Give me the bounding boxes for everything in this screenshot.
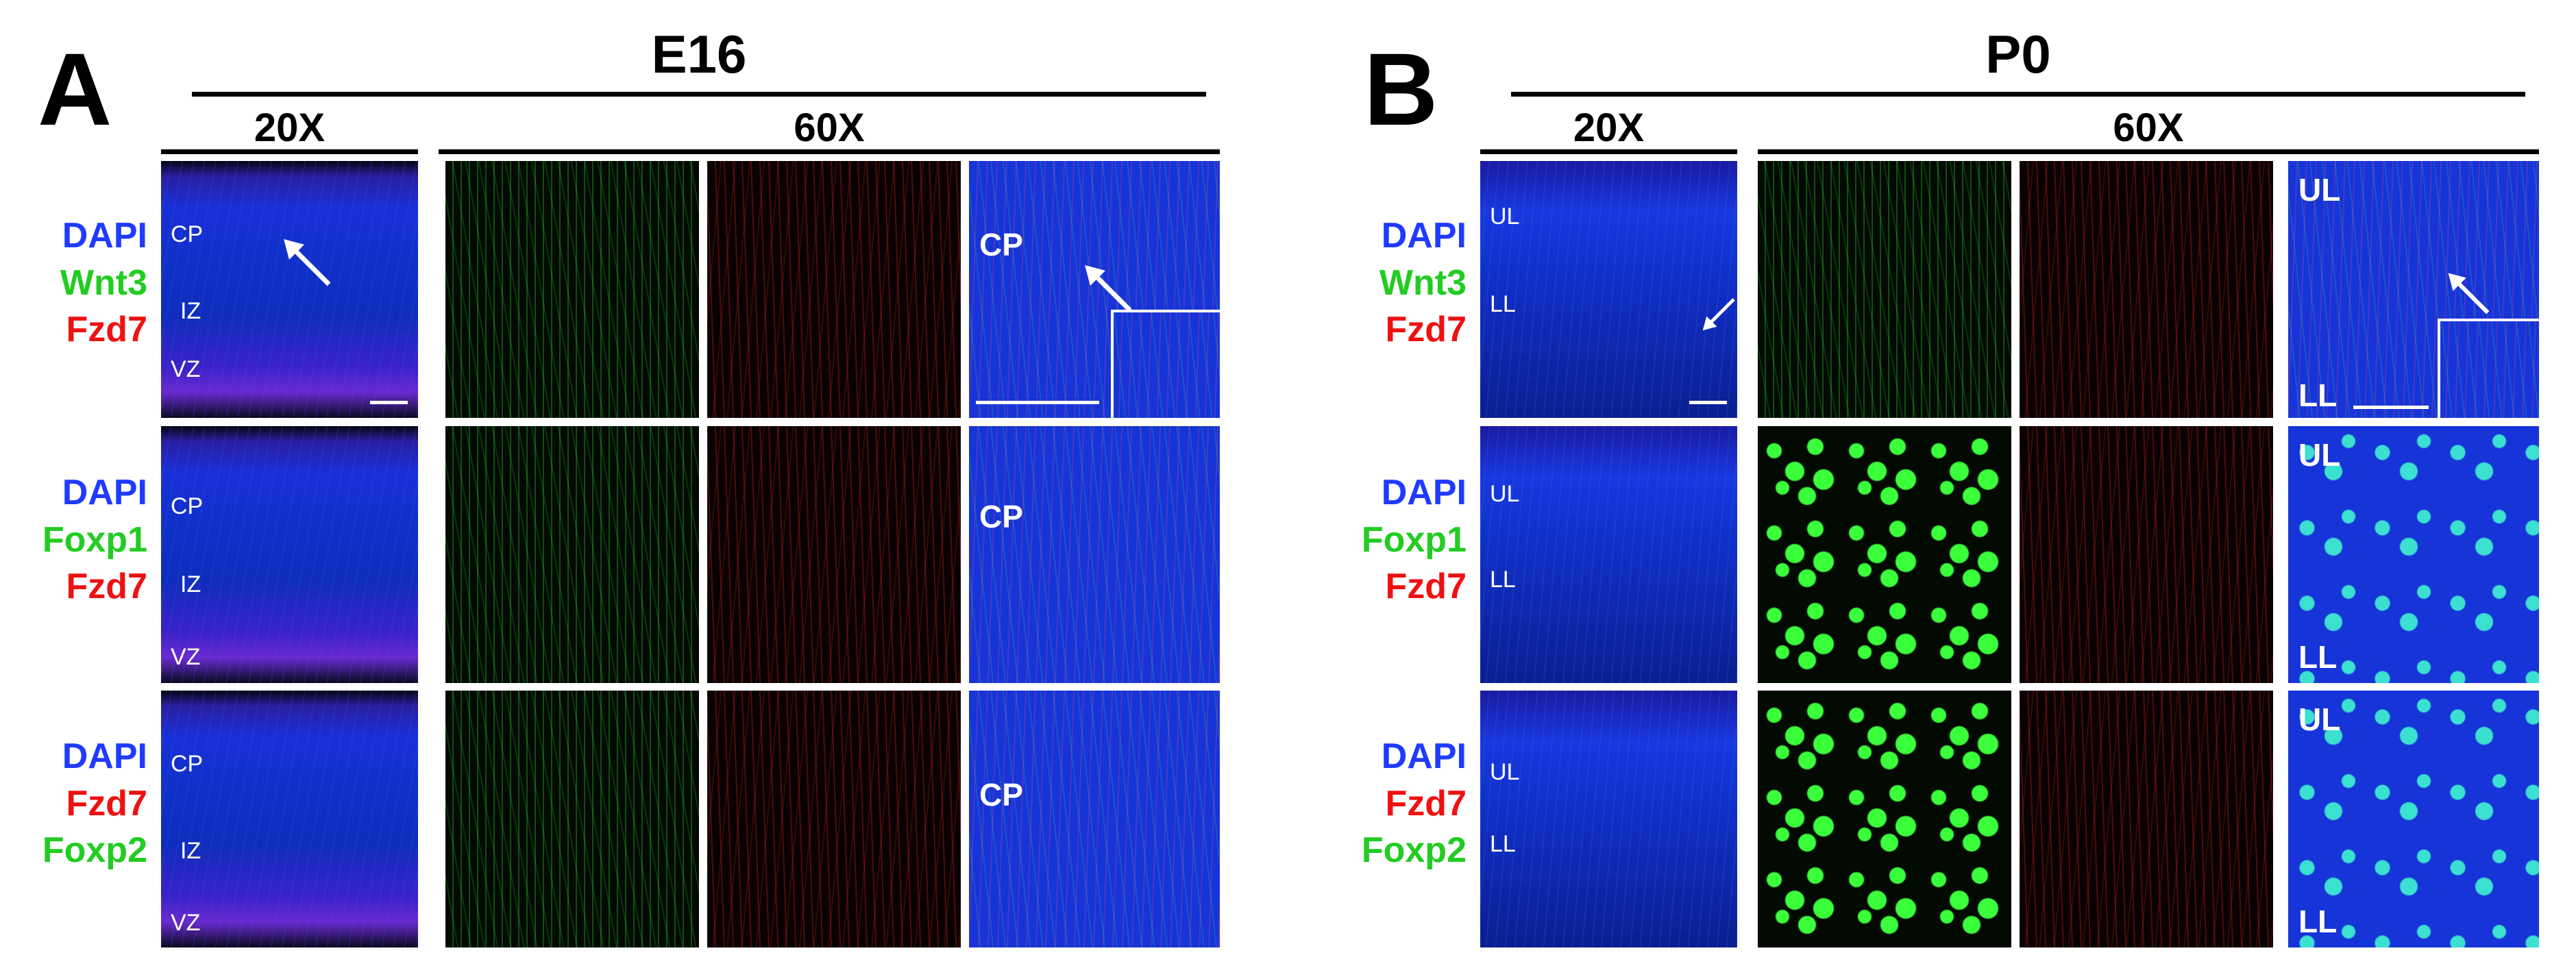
panel-b-row2-red-image bbox=[2020, 426, 2273, 683]
panel-a-stage-title: E16 bbox=[651, 24, 747, 84]
panel-a-row2-20x-image: CP IZ VZ bbox=[161, 426, 418, 683]
panel-a-row3-red-image bbox=[707, 691, 961, 947]
panel-a-stage-rule bbox=[192, 92, 1206, 97]
region-cp: CP bbox=[979, 499, 1023, 534]
panel-b-60x-label: 60X bbox=[2113, 106, 2184, 150]
arrow-icon bbox=[1702, 298, 1735, 331]
region-vz: VZ bbox=[171, 644, 201, 670]
panel-b-20x-label: 20X bbox=[1573, 106, 1645, 150]
arrow-icon bbox=[2448, 273, 2490, 314]
arrow-icon bbox=[284, 239, 331, 286]
scale-bar bbox=[976, 401, 1099, 404]
region-ll: LL bbox=[2298, 639, 2338, 675]
inset-zoom bbox=[1111, 310, 1220, 418]
legend-dapi: DAPI bbox=[1381, 736, 1467, 776]
scale-bar bbox=[370, 401, 408, 404]
panel-a-row1-red-image bbox=[707, 161, 961, 418]
inset-zoom bbox=[2438, 319, 2539, 418]
legend-foxp2: Foxp2 bbox=[42, 830, 147, 871]
panel-b-row1-green-image bbox=[1758, 161, 2011, 418]
panel-b-row1-merge-image: UL LL bbox=[2288, 161, 2539, 418]
panel-a-row3-green-image bbox=[445, 691, 699, 947]
panel-a-row2-red-image bbox=[707, 426, 961, 683]
region-iz: IZ bbox=[180, 298, 201, 324]
panel-b-row3-20x-image: UL LL bbox=[1480, 691, 1737, 947]
panel-b-stage-rule bbox=[1511, 92, 2525, 97]
region-ul: UL bbox=[1490, 759, 1520, 785]
legend-fzd7: Fzd7 bbox=[1385, 567, 1467, 607]
panel-b-letter: B bbox=[1364, 32, 1438, 147]
panel-a-row1-merge-image: CP bbox=[969, 161, 1220, 418]
region-cp: CP bbox=[171, 221, 204, 247]
scale-bar bbox=[1689, 401, 1727, 404]
legend-foxp1: Foxp1 bbox=[1361, 519, 1467, 560]
legend-dapi: DAPI bbox=[62, 216, 147, 256]
panel-a-row3-20x-image: CP IZ VZ bbox=[161, 691, 418, 947]
scale-bar bbox=[2353, 406, 2429, 409]
panel-a-20x-label: 20X bbox=[254, 106, 326, 150]
panel-b-20x-rule bbox=[1480, 149, 1737, 154]
panel-b-row1-legend: DAPI Wnt3 Fzd7 bbox=[1343, 212, 1467, 354]
panel-b-row3-red-image bbox=[2020, 691, 2273, 947]
region-cp: CP bbox=[979, 227, 1023, 262]
panel-a-20x-rule bbox=[161, 149, 418, 154]
panel-a-row2-green-image bbox=[445, 426, 699, 683]
region-ll: LL bbox=[2298, 904, 2338, 939]
panel-b-row1-20x-image: UL LL bbox=[1480, 161, 1737, 418]
legend-foxp1: Foxp1 bbox=[42, 519, 147, 560]
legend-fzd7: Fzd7 bbox=[66, 783, 147, 823]
region-ul: UL bbox=[1490, 203, 1520, 230]
region-vz: VZ bbox=[171, 910, 201, 936]
panel-b-row1-red-image bbox=[2020, 161, 2273, 418]
legend-fzd7: Fzd7 bbox=[1385, 310, 1467, 350]
panel-b-row2-legend: DAPI Foxp1 Fzd7 bbox=[1343, 469, 1467, 610]
region-ul: UL bbox=[2298, 437, 2341, 473]
panel-b-row2-merge-image: UL LL bbox=[2288, 426, 2539, 683]
panel-a-row3-legend: DAPI Fzd7 Foxp2 bbox=[27, 733, 147, 874]
panel-b-stage-title: P0 bbox=[1985, 24, 2051, 84]
legend-dapi: DAPI bbox=[62, 736, 147, 776]
region-ul: UL bbox=[2298, 702, 2341, 737]
region-ul: UL bbox=[1490, 481, 1520, 507]
legend-fzd7: Fzd7 bbox=[1385, 783, 1467, 823]
panel-b-row3-merge-image: UL LL bbox=[2288, 691, 2539, 947]
legend-wnt3: Wnt3 bbox=[1379, 262, 1467, 303]
legend-fzd7: Fzd7 bbox=[66, 310, 147, 350]
panel-a-60x-rule bbox=[439, 149, 1220, 154]
region-iz: IZ bbox=[180, 838, 201, 864]
panel-a-60x-label: 60X bbox=[794, 106, 865, 150]
region-cp: CP bbox=[171, 751, 204, 777]
panel-b-row2-20x-image: UL LL bbox=[1480, 426, 1737, 683]
panel-b-60x-rule bbox=[1758, 149, 2539, 154]
panel-a-row1-legend: DAPI Wnt3 Fzd7 bbox=[27, 212, 147, 354]
region-ll: LL bbox=[1490, 291, 1516, 317]
arrow-icon bbox=[1085, 265, 1132, 312]
region-ll: LL bbox=[1490, 567, 1516, 593]
panel-a-row1-20x-image: CP IZ VZ bbox=[161, 161, 418, 418]
legend-foxp2: Foxp2 bbox=[1361, 830, 1467, 871]
panel-a-row3-merge-image: CP bbox=[969, 691, 1220, 947]
region-ul: UL bbox=[2298, 172, 2341, 208]
panel-b-row3-green-image bbox=[1758, 691, 2011, 947]
legend-fzd7: Fzd7 bbox=[66, 567, 147, 607]
panel-b-row2-green-image bbox=[1758, 426, 2011, 683]
region-vz: VZ bbox=[171, 356, 201, 382]
region-ll: LL bbox=[2298, 377, 2338, 413]
region-cp: CP bbox=[171, 493, 204, 519]
panel-a-row2-legend: DAPI Foxp1 Fzd7 bbox=[27, 469, 147, 610]
legend-dapi: DAPI bbox=[1381, 473, 1467, 512]
panel-b-row3-legend: DAPI Fzd7 Foxp2 bbox=[1343, 733, 1467, 874]
region-ll: LL bbox=[1490, 831, 1516, 857]
region-cp: CP bbox=[979, 777, 1023, 813]
legend-wnt3: Wnt3 bbox=[60, 262, 147, 303]
legend-dapi: DAPI bbox=[1381, 216, 1467, 256]
legend-dapi: DAPI bbox=[62, 473, 147, 512]
region-iz: IZ bbox=[180, 571, 201, 597]
panel-a-row1-green-image bbox=[445, 161, 699, 418]
panel-a-row2-merge-image: CP bbox=[969, 426, 1220, 683]
panel-a-letter: A bbox=[38, 32, 112, 147]
